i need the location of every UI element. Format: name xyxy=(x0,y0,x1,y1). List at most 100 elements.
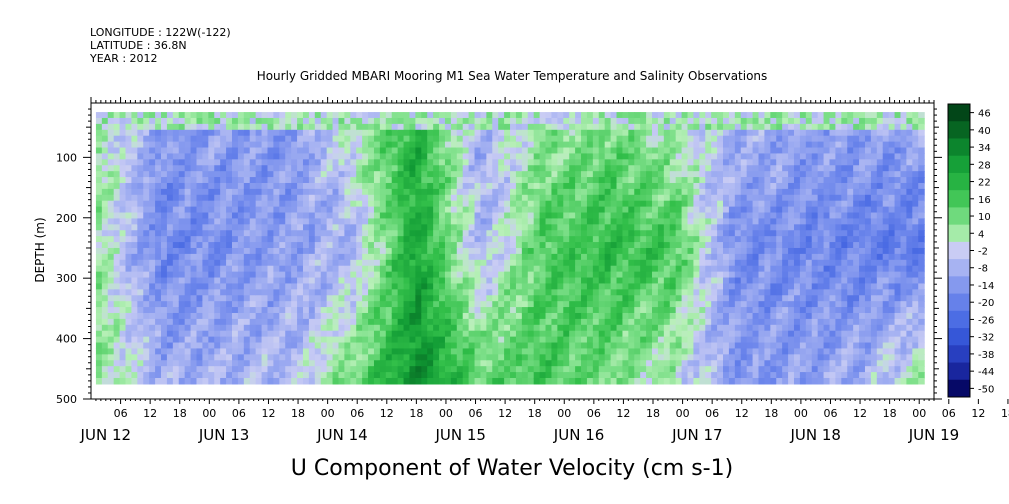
heatmap-cell xyxy=(362,153,369,160)
heatmap-cell xyxy=(604,200,612,208)
heatmap-cell xyxy=(190,301,198,308)
heatmap-cell xyxy=(368,265,375,273)
heatmap-cell xyxy=(214,182,221,190)
heatmap-cell xyxy=(699,253,706,261)
heatmap-cell xyxy=(616,123,624,131)
heatmap-cell xyxy=(166,295,174,302)
heatmap-cell xyxy=(734,212,742,220)
heatmap-cell xyxy=(486,112,493,119)
heatmap-cell xyxy=(640,129,647,137)
heatmap-cell xyxy=(397,307,405,314)
heatmap-cell xyxy=(368,117,375,125)
heatmap-cell xyxy=(344,224,351,231)
heatmap-cell xyxy=(598,242,606,249)
heatmap-cell xyxy=(433,147,440,155)
heatmap-cell xyxy=(628,372,635,379)
heatmap-cell xyxy=(592,330,600,338)
heatmap-cell xyxy=(308,247,316,255)
heatmap-cell xyxy=(521,271,529,279)
heatmap-cell xyxy=(326,318,334,326)
heatmap-cell xyxy=(456,283,464,290)
heatmap-cell xyxy=(273,188,280,196)
heatmap-cell xyxy=(226,318,233,326)
heatmap-cell xyxy=(456,206,464,214)
heatmap-cell xyxy=(444,135,452,143)
heatmap-cell xyxy=(184,112,192,119)
heatmap-cell xyxy=(646,289,653,296)
heatmap-cell xyxy=(456,312,464,320)
heatmap-cell xyxy=(279,218,286,225)
heatmap-cell xyxy=(149,212,156,220)
heatmap-cell xyxy=(409,218,416,225)
heatmap-cell xyxy=(249,330,257,338)
heatmap-cell xyxy=(131,141,138,149)
heatmap-cell xyxy=(101,372,109,379)
heatmap-cell xyxy=(628,218,635,225)
heatmap-cell xyxy=(539,372,547,379)
heatmap-cell xyxy=(208,366,215,373)
heatmap-cell xyxy=(586,212,594,220)
heatmap-cell xyxy=(332,289,340,296)
heatmap-cell xyxy=(415,129,422,137)
heatmap-cell xyxy=(391,206,399,214)
heatmap-cell xyxy=(95,141,103,149)
heatmap-cell xyxy=(622,342,629,350)
heatmap-cell xyxy=(385,301,393,308)
heatmap-cell xyxy=(143,360,150,367)
heatmap-cell xyxy=(403,301,411,308)
heatmap-cell xyxy=(155,206,162,214)
heatmap-cell xyxy=(202,135,209,143)
heatmap-cell xyxy=(640,230,647,237)
heatmap-cell xyxy=(527,177,535,184)
heatmap-cell xyxy=(610,194,618,202)
heatmap-cell xyxy=(439,283,446,290)
heatmap-cell xyxy=(504,236,511,243)
heatmap-cell xyxy=(527,159,535,166)
heatmap-cell xyxy=(551,253,558,261)
heatmap-cell xyxy=(308,330,316,338)
heatmap-cell xyxy=(598,312,606,320)
heatmap-cell xyxy=(462,324,470,332)
heatmap-cell xyxy=(563,171,570,178)
heatmap-cell xyxy=(237,348,245,355)
heatmap-cell xyxy=(385,177,393,184)
heatmap-cell xyxy=(622,218,629,225)
heatmap-cell xyxy=(409,129,416,137)
heatmap-cell xyxy=(261,283,269,290)
heatmap-cell xyxy=(663,218,671,225)
heatmap-cell xyxy=(161,289,168,296)
heatmap-cell xyxy=(687,265,695,273)
heatmap-cell xyxy=(297,277,304,285)
heatmap-cell xyxy=(444,295,452,302)
heatmap-cell xyxy=(255,230,263,237)
heatmap-cell xyxy=(433,177,440,184)
heatmap-cell xyxy=(143,230,150,237)
heatmap-cell xyxy=(640,188,647,196)
heatmap-cell xyxy=(208,372,215,379)
heatmap-cell xyxy=(149,312,156,320)
heatmap-cell xyxy=(610,177,618,184)
heatmap-cell xyxy=(610,247,618,255)
heatmap-cell xyxy=(409,283,416,290)
heatmap-cell xyxy=(521,159,529,166)
heatmap-cell xyxy=(456,112,464,119)
heatmap-cell xyxy=(444,112,452,119)
heatmap-cell xyxy=(314,366,322,373)
heatmap-cell xyxy=(675,117,683,125)
heatmap-cell xyxy=(504,289,511,296)
heatmap-cell xyxy=(681,348,689,355)
heatmap-cell xyxy=(474,259,482,267)
heatmap-cell xyxy=(338,283,345,290)
heatmap-cell xyxy=(320,377,328,385)
heatmap-cell xyxy=(652,295,659,302)
heatmap-cell xyxy=(231,307,239,314)
heatmap-cell xyxy=(581,165,588,172)
heatmap-cell xyxy=(675,224,683,231)
heatmap-cell xyxy=(391,312,399,320)
heatmap-cell xyxy=(640,372,647,379)
heatmap-cell xyxy=(474,236,482,243)
heatmap-cell xyxy=(214,318,221,326)
heatmap-cell xyxy=(474,135,482,143)
heatmap-cell xyxy=(510,165,517,172)
heatmap-cell xyxy=(421,123,428,131)
